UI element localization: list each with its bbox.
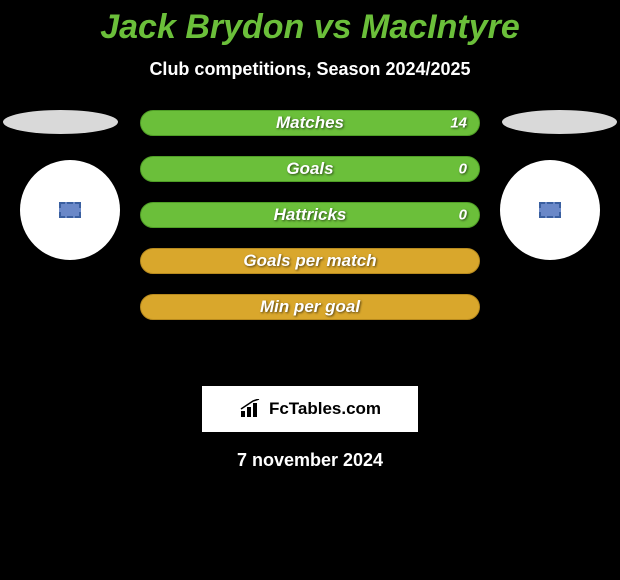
player-right-shadow <box>502 110 617 134</box>
stat-bar-label: Goals <box>286 159 333 179</box>
player-right-crest <box>500 160 600 260</box>
comparison-arena: Matches 14 Goals 0 Hattricks 0 Goals per match… <box>0 110 620 370</box>
bar-chart-icon <box>239 399 263 419</box>
stat-bar: Goals per match <box>140 248 480 274</box>
stat-bars-container: Matches 14 Goals 0 Hattricks 0 Goals per match… <box>140 110 480 340</box>
stat-bar-label: Hattricks <box>274 205 347 225</box>
attribution-text: FcTables.com <box>269 399 381 419</box>
stat-bar-right-value: 14 <box>450 115 467 132</box>
placeholder-crest-icon <box>59 202 81 218</box>
stat-bar-label: Goals per match <box>243 251 376 271</box>
player-left-crest <box>20 160 120 260</box>
placeholder-crest-icon <box>539 202 561 218</box>
attribution-badge: FcTables.com <box>202 386 418 432</box>
comparison-subtitle: Club competitions, Season 2024/2025 <box>0 59 620 80</box>
stat-bar-right-value: 0 <box>459 207 467 224</box>
stat-bar: Matches 14 <box>140 110 480 136</box>
comparison-title: Jack Brydon vs MacIntyre <box>0 0 620 47</box>
stat-bar-label: Matches <box>276 113 344 133</box>
stat-bar: Goals 0 <box>140 156 480 182</box>
snapshot-date: 7 november 2024 <box>0 450 620 471</box>
stat-bar: Min per goal <box>140 294 480 320</box>
stat-bar-label: Min per goal <box>260 297 360 317</box>
stat-bar-right-value: 0 <box>459 161 467 178</box>
player-left-shadow <box>3 110 118 134</box>
stat-bar: Hattricks 0 <box>140 202 480 228</box>
